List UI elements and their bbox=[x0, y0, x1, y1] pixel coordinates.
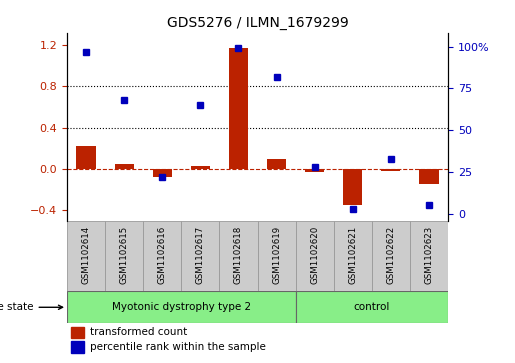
Text: transformed count: transformed count bbox=[90, 327, 187, 338]
Bar bbox=[229, 48, 248, 169]
Text: GSM1102617: GSM1102617 bbox=[196, 225, 205, 284]
Bar bbox=[114, 164, 134, 169]
Text: disease state: disease state bbox=[0, 302, 63, 312]
Bar bbox=[410, 221, 448, 291]
Bar bbox=[143, 221, 181, 291]
Text: GSM1102616: GSM1102616 bbox=[158, 225, 167, 284]
Bar bbox=[344, 169, 363, 205]
Text: control: control bbox=[354, 302, 390, 312]
Bar bbox=[71, 341, 84, 352]
Bar bbox=[419, 169, 439, 184]
Text: GSM1102623: GSM1102623 bbox=[424, 225, 434, 284]
Bar bbox=[296, 291, 448, 323]
Bar bbox=[181, 221, 219, 291]
Text: GSM1102621: GSM1102621 bbox=[348, 225, 357, 284]
Bar bbox=[305, 169, 324, 172]
Title: GDS5276 / ILMN_1679299: GDS5276 / ILMN_1679299 bbox=[167, 16, 348, 30]
Bar bbox=[76, 146, 96, 169]
Bar bbox=[334, 221, 372, 291]
Bar bbox=[191, 166, 210, 169]
Text: GSM1102618: GSM1102618 bbox=[234, 225, 243, 284]
Bar bbox=[153, 169, 172, 177]
Bar bbox=[382, 169, 401, 171]
Bar bbox=[267, 159, 286, 169]
Bar bbox=[71, 327, 84, 338]
Bar bbox=[219, 221, 258, 291]
Text: GSM1102622: GSM1102622 bbox=[386, 225, 396, 284]
Bar bbox=[67, 221, 105, 291]
Bar bbox=[105, 221, 143, 291]
Text: percentile rank within the sample: percentile rank within the sample bbox=[90, 342, 266, 352]
Text: GSM1102620: GSM1102620 bbox=[310, 225, 319, 284]
Text: GSM1102619: GSM1102619 bbox=[272, 225, 281, 284]
Bar bbox=[67, 291, 296, 323]
Bar bbox=[296, 221, 334, 291]
Bar bbox=[258, 221, 296, 291]
Text: GSM1102615: GSM1102615 bbox=[119, 225, 129, 284]
Text: GSM1102614: GSM1102614 bbox=[81, 225, 91, 284]
Bar bbox=[372, 221, 410, 291]
Text: Myotonic dystrophy type 2: Myotonic dystrophy type 2 bbox=[112, 302, 251, 312]
